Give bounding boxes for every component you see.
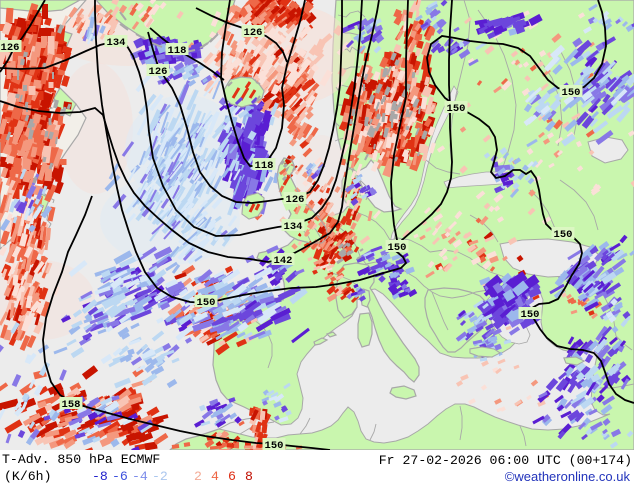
svg-text:134: 134 (107, 37, 126, 49)
svg-text:(K/6h): (K/6h) (4, 469, 51, 484)
svg-text:-2: -2 (152, 469, 168, 484)
svg-text:-8: -8 (92, 469, 108, 484)
svg-text:142: 142 (274, 255, 293, 267)
svg-text:126: 126 (244, 27, 263, 39)
svg-text:8: 8 (245, 469, 253, 484)
svg-text:-4: -4 (132, 469, 148, 484)
svg-text:134: 134 (284, 221, 303, 233)
svg-text:Fr 27-02-2026 06:00 UTC (00+17: Fr 27-02-2026 06:00 UTC (00+174) (379, 453, 632, 468)
svg-text:150: 150 (521, 309, 540, 321)
svg-text:150: 150 (197, 297, 216, 309)
svg-text:126: 126 (149, 66, 168, 78)
svg-text:2: 2 (194, 469, 202, 484)
svg-text:150: 150 (447, 103, 466, 115)
svg-text:118: 118 (255, 160, 274, 172)
svg-text:150: 150 (265, 440, 284, 452)
svg-text:118: 118 (168, 45, 187, 57)
svg-text:©weatheronline.co.uk: ©weatheronline.co.uk (505, 469, 631, 484)
svg-text:T-Adv. 850 hPa ECMWF: T-Adv. 850 hPa ECMWF (2, 452, 160, 467)
svg-text:126: 126 (286, 194, 305, 206)
svg-text:4: 4 (211, 469, 219, 484)
svg-text:-6: -6 (112, 469, 128, 484)
svg-text:158: 158 (62, 399, 81, 411)
svg-text:126: 126 (1, 42, 20, 54)
svg-text:150: 150 (562, 87, 581, 99)
svg-text:150: 150 (554, 229, 573, 241)
svg-text:150: 150 (388, 242, 407, 254)
svg-text:6: 6 (228, 469, 236, 484)
